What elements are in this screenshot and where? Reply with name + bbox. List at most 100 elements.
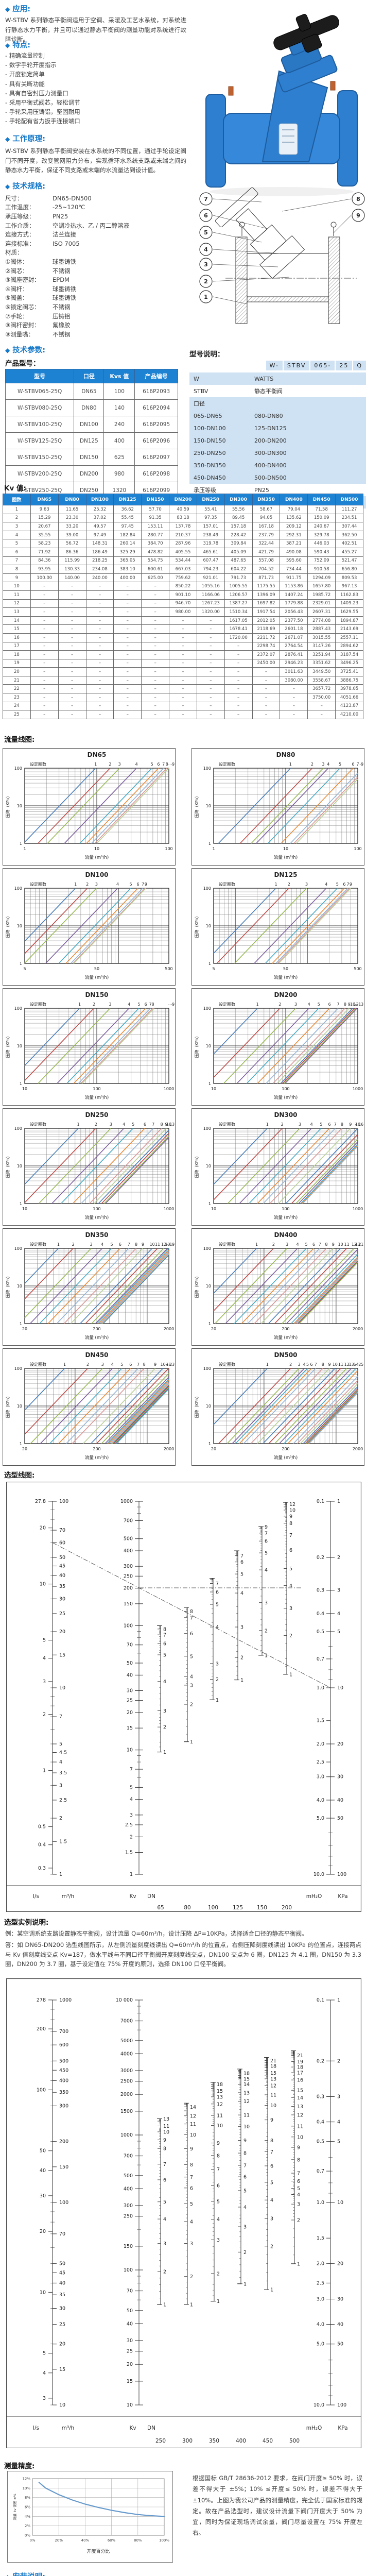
flow-chart-box-DN350: 1 2 3 4 5 6 7 8 9 10 11 12 13 ⋯19 DN350 设定圈数 100 10 1 20 200… (3, 1228, 176, 1346)
svg-text:3: 3 (95, 882, 98, 887)
svg-text:2: 2 (278, 1002, 281, 1007)
kv-table-cell: 402.51 (335, 539, 363, 548)
kv-table-cell: – (85, 641, 114, 651)
svg-text:40: 40 (337, 1798, 343, 1803)
kv-table-header: DN350 (252, 494, 281, 505)
svg-text:9: 9 (265, 1524, 268, 1530)
feature-item-5: 采用平衡式阀芯，轻松调节 (5, 98, 80, 108)
svg-text:9: 9 (163, 2138, 166, 2143)
svg-text:压降（KPa）: 压降（KPa） (194, 1274, 199, 1298)
svg-text:1: 1 (208, 1442, 211, 1446)
svg-text:200: 200 (282, 1447, 289, 1451)
svg-text:2: 2 (243, 2250, 247, 2256)
kv-table-cell: – (169, 693, 197, 702)
kv-table-cell: 980.00 (169, 607, 197, 617)
kv-table-cell: 1 (3, 505, 31, 514)
kv-table-cell: 20.67 (30, 522, 59, 531)
model-code-row: 承压等级 PN25 (189, 484, 366, 496)
kv-table-cell: 901.10 (169, 590, 197, 600)
model-code-value: 400-DN400 (254, 462, 287, 469)
svg-text:17: 17 (297, 2071, 303, 2076)
svg-text:6: 6 (163, 2177, 166, 2183)
svg-text:4: 4 (303, 1362, 306, 1367)
kv-table-header: DN400 (280, 494, 308, 505)
spec-label: ⑧阀杆密封： (5, 321, 40, 329)
spec-row: 工作温度： -25~120℃ (5, 203, 185, 212)
svg-text:35: 35 (59, 2292, 65, 2298)
svg-text:20: 20 (22, 1327, 27, 1331)
svg-text:10: 10 (127, 1748, 133, 1753)
svg-text:3000: 3000 (120, 2068, 133, 2074)
kv-table-cell: 2774.08 (307, 616, 336, 625)
kv-table-cell: – (169, 658, 197, 668)
svg-text:2: 2 (289, 1633, 292, 1639)
kv-table-cell: 55.56 (224, 505, 253, 514)
svg-text:7: 7 (315, 1362, 317, 1367)
svg-text:100: 100 (354, 846, 361, 851)
kv-table-cell: 1617.05 (224, 616, 253, 625)
svg-text:50: 50 (337, 2342, 343, 2347)
svg-text:8: 8 (166, 762, 168, 767)
svg-text:10: 10 (127, 2402, 133, 2408)
kv-table-cell: 157.01 (196, 522, 225, 531)
svg-text:0.5: 0.5 (317, 2139, 324, 2145)
kv-table-cell: – (196, 616, 225, 625)
kv-table-cell: – (58, 641, 86, 651)
kv-table-cell: 11.65 (58, 505, 86, 514)
svg-text:KPa: KPa (338, 2425, 347, 2431)
svg-text:278: 278 (37, 1997, 46, 2003)
svg-text:10: 10 (163, 2129, 169, 2135)
svg-text:DN350: DN350 (85, 1231, 108, 1239)
svg-text:400: 400 (124, 1548, 133, 1554)
callout-numbers: 7 6 5 4 3 2 1 8 9 (199, 192, 365, 304)
svg-text:5: 5 (306, 1362, 309, 1367)
svg-text:流量 (m³/h): 流量 (m³/h) (85, 855, 109, 860)
kv-table-cell: 1917.54 (252, 607, 281, 617)
kv-table-row: 22– – – – – – – – – –3657.72 3978.05 (3, 684, 363, 694)
spec-value: 球墨铸铁 (53, 285, 76, 293)
svg-text:mH₂O: mH₂O (306, 1893, 322, 1900)
kv-table-cell: – (224, 667, 253, 676)
svg-text:1: 1 (289, 762, 292, 767)
kv-table-cell: – (169, 650, 197, 659)
kv-table-row: 17– – – – – – – –2298.74 2764.54 3147.26 2894.62 (3, 641, 363, 651)
svg-text:8: 8 (135, 1242, 137, 1247)
kv-table-cell: – (252, 693, 281, 702)
spec-list: 尺寸： DN65-DN500 工作温度： -25~120℃ 承压等级： PN25 工作介质：… (5, 194, 185, 339)
svg-text:流量 (m³/h): 流量 (m³/h) (274, 1095, 298, 1100)
svg-text:压降（KPa）: 压降（KPa） (194, 914, 199, 938)
kv-table-cell: – (141, 675, 170, 685)
svg-text:4: 4 (43, 2370, 46, 2376)
svg-text:4: 4 (308, 1002, 310, 1007)
svg-text:⋯13: ⋯13 (355, 1002, 363, 1007)
svg-text:7: 7 (216, 1581, 219, 1587)
product-table-cell: 616P2098 (134, 465, 178, 482)
product-table-row: W-STBV125-25Q DN125 400 616P2096 (5, 432, 178, 449)
svg-text:6: 6 (240, 1560, 243, 1565)
svg-text:10%: 10% (22, 2486, 30, 2490)
model-code-row: 口径 (189, 397, 366, 410)
kv-table-cell: – (85, 667, 114, 676)
kv-table-cell: – (30, 667, 59, 676)
spec-value: ISO 7005 (53, 240, 80, 247)
svg-text:4: 4 (135, 762, 138, 767)
svg-text:14: 14 (297, 2095, 303, 2101)
spec-label: 尺寸： (5, 194, 23, 202)
svg-text:2: 2 (93, 1002, 95, 1007)
svg-text:4: 4 (270, 2198, 273, 2204)
kv-table-cell: 35.55 (30, 530, 59, 540)
svg-text:3: 3 (294, 1002, 297, 1007)
svg-text:2.5: 2.5 (125, 1822, 133, 1828)
svg-text:设定圈数: 设定圈数 (219, 761, 235, 767)
diamond-icon: ◆ (5, 347, 10, 354)
kv-table-header: DN65 (30, 494, 59, 505)
spec-row: ②阀芯： 不锈钢 (5, 266, 185, 276)
kv-table-cell: 1894.87 (335, 616, 363, 625)
svg-text:8: 8 (163, 1626, 166, 1632)
svg-text:10: 10 (22, 1207, 27, 1211)
svg-text:1000: 1000 (120, 2132, 133, 2138)
svg-text:150: 150 (59, 2164, 68, 2170)
svg-text:18: 18 (243, 2071, 250, 2076)
svg-text:4: 4 (163, 2217, 166, 2223)
svg-text:18: 18 (217, 2082, 223, 2088)
